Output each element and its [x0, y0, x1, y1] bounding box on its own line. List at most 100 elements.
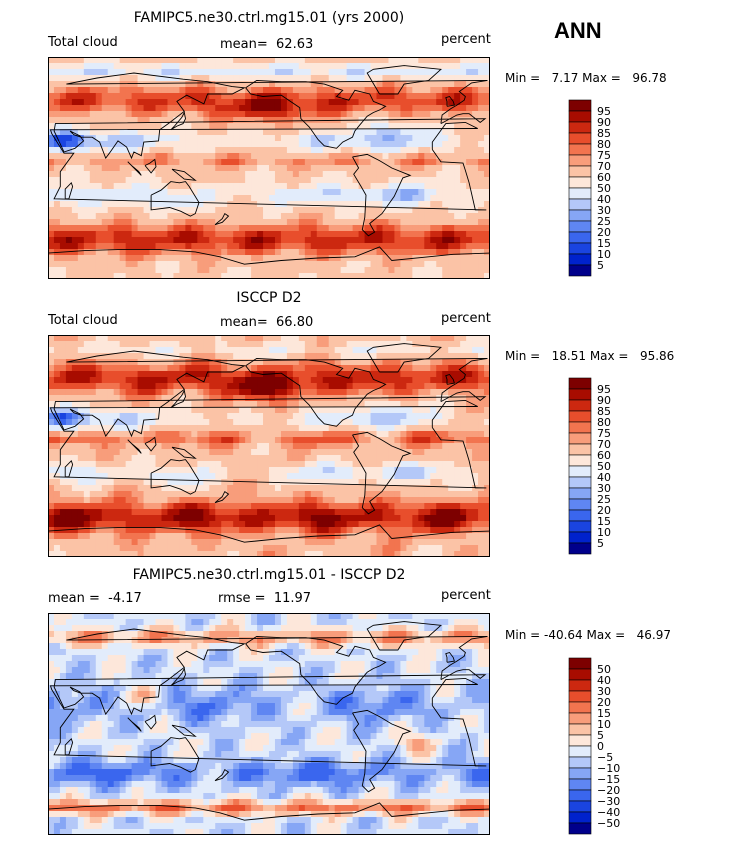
field-cell [328, 231, 336, 238]
field-cell [346, 129, 354, 136]
field-cell [400, 195, 407, 202]
field-cell [215, 377, 222, 384]
field-cell [149, 419, 157, 426]
field-cell [286, 353, 294, 360]
field-cell [448, 213, 455, 220]
field-cell [269, 249, 276, 256]
field-cell [370, 491, 378, 498]
field-cell [149, 195, 157, 202]
field-cell [454, 431, 461, 438]
field-cell [233, 99, 240, 106]
field-cell [274, 177, 282, 184]
field-cell [388, 225, 396, 232]
field-cell [107, 123, 115, 130]
field-cell [173, 431, 180, 438]
field-cell [245, 123, 252, 130]
field-cell [274, 419, 282, 426]
field-cell [269, 371, 276, 378]
field-cell [107, 479, 115, 486]
field-cell [484, 135, 490, 142]
field-cell [286, 201, 294, 208]
field-cell [71, 267, 79, 274]
field-cell [472, 335, 479, 342]
field-cell [442, 353, 449, 360]
field-cell [215, 249, 222, 256]
field-cell [107, 389, 115, 396]
field-cell [274, 99, 282, 106]
field-cell [340, 365, 348, 372]
field-cell [484, 219, 490, 226]
field-cell [107, 243, 115, 250]
field-cell [406, 207, 413, 214]
field-cell [466, 177, 473, 184]
field-cell [382, 479, 390, 486]
field-cell [131, 195, 139, 202]
field-cell [274, 213, 282, 220]
field-cell [137, 377, 145, 384]
field-cell [173, 437, 180, 444]
field-cell [167, 473, 175, 480]
field-cell [412, 383, 419, 390]
coastline [170, 111, 186, 131]
field-cell [167, 231, 175, 238]
field-cell [113, 123, 121, 130]
field-cell [364, 479, 372, 486]
field-cell [155, 419, 163, 426]
field-cell [89, 237, 97, 244]
field-cell [95, 413, 103, 420]
field-cell [83, 111, 91, 118]
field-cell [65, 159, 73, 166]
field-cell [478, 87, 485, 94]
field-cell [310, 201, 318, 208]
field-cell [203, 261, 210, 268]
panel1-mean-label: mean= [220, 37, 268, 52]
field-cell [382, 335, 390, 342]
field-cell [71, 401, 79, 408]
field-cell [460, 105, 467, 112]
field-cell [125, 341, 133, 348]
field-cell [388, 497, 396, 504]
field-cell [280, 69, 288, 76]
field-cell [269, 407, 276, 414]
field-cell [376, 177, 384, 184]
field-cell [478, 497, 485, 504]
field-cell [334, 159, 342, 166]
field-cell [179, 413, 186, 420]
field-cell [239, 497, 246, 504]
field-cell [436, 443, 443, 450]
field-cell [328, 365, 336, 372]
field-cell [251, 437, 258, 444]
field-cell [424, 371, 431, 378]
field-cell [149, 461, 157, 468]
field-cell [286, 237, 294, 244]
field-cell [322, 419, 330, 426]
field-cell [215, 467, 222, 474]
field-cell [358, 273, 366, 279]
field-cell [71, 159, 79, 166]
field-cell [53, 425, 61, 432]
field-cell [412, 479, 419, 486]
field-cell [382, 141, 390, 148]
field-cell [197, 213, 204, 220]
field-cell [161, 509, 169, 516]
field-cell [292, 383, 300, 390]
field-cell [137, 117, 145, 124]
field-cell [280, 237, 288, 244]
field-cell [274, 141, 282, 148]
field-cell [460, 437, 467, 444]
field-cell [83, 255, 91, 262]
field-cell [167, 503, 175, 510]
field-cell [257, 383, 264, 390]
field-cell [382, 407, 390, 414]
field-cell [334, 443, 342, 450]
field-cell [179, 207, 186, 214]
field-cell [119, 473, 127, 480]
field-cell [245, 171, 252, 178]
field-cell [286, 111, 294, 118]
field-cell [77, 455, 85, 462]
field-cell [460, 159, 467, 166]
field-cell [334, 407, 342, 414]
field-cell [298, 201, 306, 208]
field-cell [71, 449, 79, 456]
field-cell [257, 443, 264, 450]
